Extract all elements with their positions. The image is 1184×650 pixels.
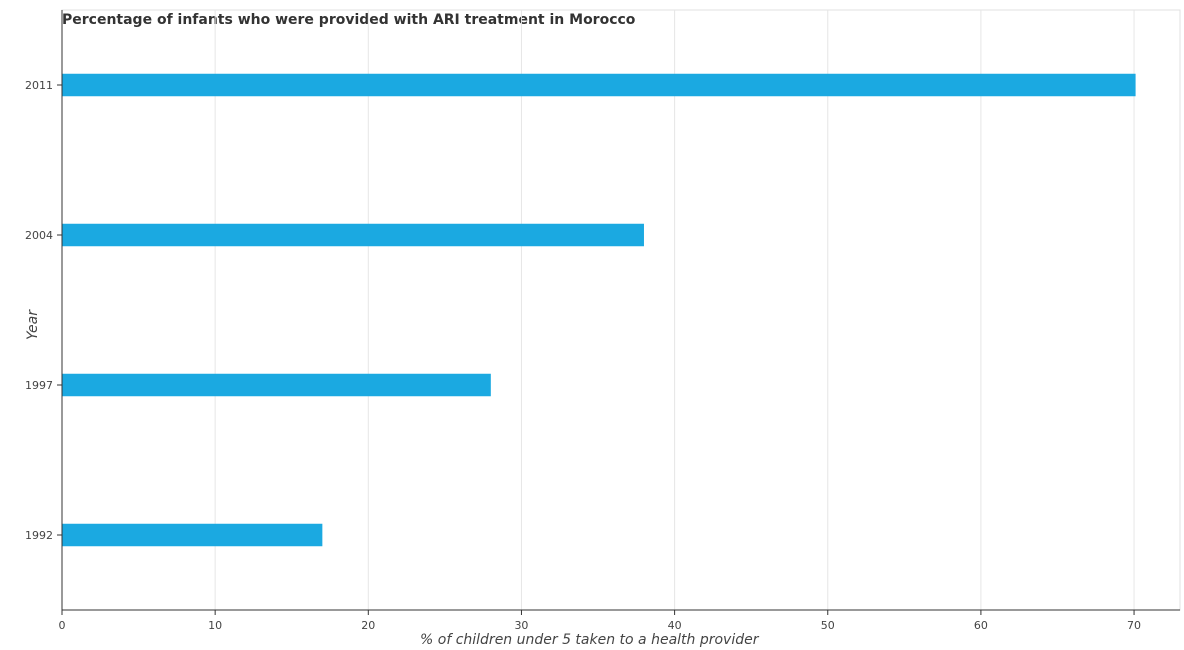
x-tick-label: 30: [514, 619, 528, 632]
y-tick-label: 1992: [25, 529, 53, 542]
bar-1997: [62, 373, 491, 397]
bars: [62, 73, 1136, 547]
y-axis-ticks: 1992 1997 2004 2011: [25, 79, 62, 542]
bar-2011: [62, 73, 1136, 97]
x-axis-ticks: 0 10 20 30 40 50 60 70: [59, 610, 1141, 632]
x-tick-label: 0: [59, 619, 66, 632]
x-tick-label: 70: [1127, 619, 1141, 632]
y-axis-title: Year: [25, 309, 41, 340]
y-tick-label: 1997: [25, 379, 53, 392]
x-tick-label: 10: [208, 619, 222, 632]
plot-area: [61, 9, 1181, 611]
x-tick-label: 60: [974, 619, 988, 632]
chart-title: Percentage of infants who were provided …: [62, 12, 636, 28]
x-tick-label: 20: [361, 619, 375, 632]
bar-1992: [62, 523, 323, 547]
x-tick-label: 40: [668, 619, 682, 632]
y-tick-label: 2011: [25, 79, 53, 92]
x-tick-label: 50: [821, 619, 835, 632]
x-axis-title: % of children under 5 taken to a health …: [420, 632, 760, 648]
gridlines: [214, 10, 1135, 610]
y-tick-label: 2004: [25, 229, 53, 242]
bar-2004: [62, 223, 644, 247]
